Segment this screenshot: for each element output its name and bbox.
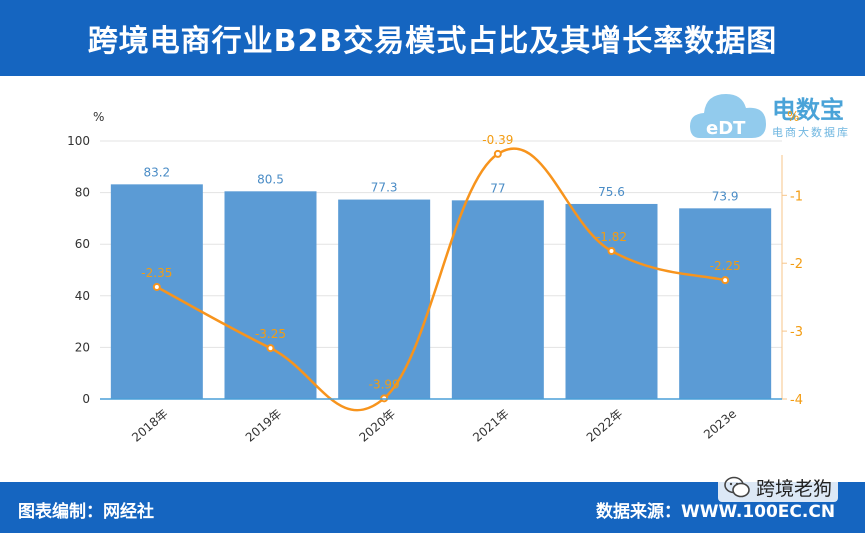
footer-source: 数据来源：WWW.100EC.CN [596, 502, 836, 522]
y-tick-label: 80 [75, 186, 90, 200]
y-tick-label: 40 [75, 289, 90, 303]
bar-value-label: 73.9 [712, 189, 739, 203]
y2-tick-label: -4 [790, 393, 803, 408]
x-tick-label: 2018年 [129, 407, 171, 445]
bar-value-label: 75.6 [598, 185, 625, 199]
logo-badge: eDT [706, 118, 746, 139]
title-bar: 跨境电商行业B2B交易模式占比及其增长率数据图 [0, 0, 865, 76]
y-tick-label: 20 [75, 340, 90, 354]
logo-text: 电数宝 [772, 96, 844, 124]
line-point [266, 344, 275, 353]
line-value-label: -3.25 [255, 327, 286, 341]
bar-value-label: 77 [490, 181, 505, 195]
line-point [607, 246, 616, 255]
bar-value-label: 80.5 [257, 172, 284, 186]
bar [224, 191, 317, 399]
line-value-label: -1.82 [596, 230, 627, 244]
chart-title: 跨境电商行业B2B交易模式占比及其增长率数据图 [87, 24, 778, 59]
y2-tick-label: -2 [790, 257, 803, 272]
line-point [721, 276, 730, 285]
bar-value-label: 77.3 [371, 181, 398, 195]
line-point [152, 282, 161, 291]
bar [451, 200, 544, 399]
y2-axis-unit: % [787, 110, 799, 125]
y-axis-unit: % [93, 110, 104, 124]
line-value-label: -2.35 [141, 266, 172, 280]
bars: 83.2 80.5 77.3 77 75.6 73.9 [110, 165, 772, 399]
bar-value-label: 83.2 [143, 165, 170, 179]
line-value-label: -2.25 [710, 259, 741, 273]
bar [679, 208, 772, 399]
grid [100, 140, 782, 348]
line-point [493, 149, 502, 158]
x-tick-label: 2021年 [470, 407, 512, 445]
x-tick-label: 2022年 [584, 407, 626, 445]
watermark: 跨境老狗 [718, 472, 839, 502]
bar [338, 199, 431, 399]
cloud-logo-icon: eDT [690, 94, 766, 139]
line-series: -2.35 -3.25 -3.99 -0.39 -1.82 -2.25 [141, 133, 741, 412]
x-tick-label: 2019年 [243, 407, 285, 445]
y-tick-label: 60 [75, 237, 90, 251]
wechat-icon [724, 476, 750, 498]
x-tick-label: 2023e [701, 407, 739, 442]
line-value-label: -3.99 [369, 377, 400, 391]
chart: 83.2 80.5 77.3 77 75.6 73.9 -2.35 -3.25 -3.99 -0… [67, 110, 803, 445]
x-tick-label: 2020年 [357, 407, 399, 445]
bar [110, 184, 203, 399]
y2-tick-label: -3 [790, 325, 803, 340]
watermark-text: 跨境老狗 [756, 477, 833, 500]
footer-credit: 图表编制：网经社 [18, 502, 154, 522]
y2-tick-label: -1 [790, 189, 803, 204]
logo-subtitle: 电商大数据库 [772, 126, 850, 139]
line-value-label: -0.39 [482, 133, 513, 147]
logo: eDT 电数宝 电商大数据库 [688, 80, 858, 150]
y-tick-label: 100 [67, 134, 90, 148]
bar [565, 203, 658, 399]
y-tick-label: 0 [82, 392, 90, 406]
